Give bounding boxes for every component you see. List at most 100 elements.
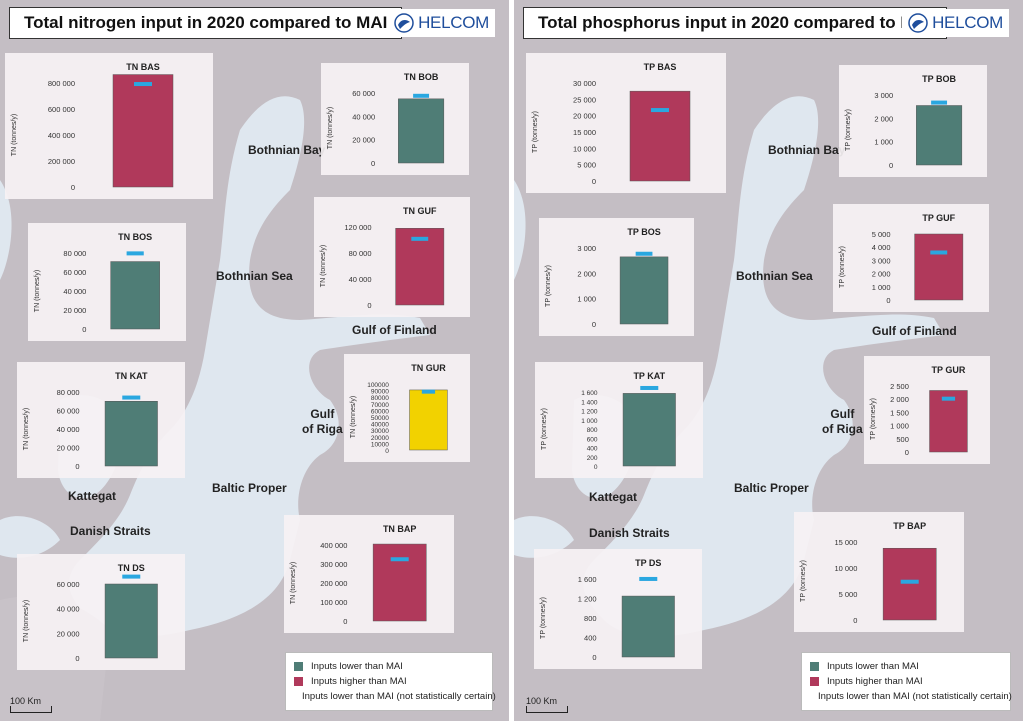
data-bar xyxy=(629,90,691,182)
data-bar xyxy=(110,261,160,330)
y-tick-label: 0 xyxy=(592,653,596,662)
y-tick-label: 400 xyxy=(587,446,598,453)
chart-title: TP BAS xyxy=(644,62,677,72)
y-tick-label: 40000 xyxy=(371,422,389,429)
label-kattegat: Kattegat xyxy=(68,489,117,503)
y-tick-label: 200 xyxy=(587,455,598,462)
y-tick-label: 20000 xyxy=(371,435,389,442)
y-tick-label: 40 000 xyxy=(57,425,80,434)
data-bar xyxy=(398,98,445,164)
nitrogen-map-panel: Total nitrogen input in 2020 compared to… xyxy=(0,0,509,721)
y-tick-label: 60000 xyxy=(371,408,389,415)
y-axis-label: TP (tonnes/y) xyxy=(870,398,877,440)
y-tick-label: 0 xyxy=(371,159,375,168)
y-tick-label: 30000 xyxy=(371,428,389,435)
y-tick-label: 0 xyxy=(889,161,893,170)
label-bothnian-sea: Bothnian Sea xyxy=(216,269,293,283)
helcom-emblem-icon xyxy=(394,13,414,33)
y-tick-label: 60 000 xyxy=(352,89,375,98)
y-tick-label: 20 000 xyxy=(63,306,86,315)
chart-title: TN DS xyxy=(118,563,145,573)
y-tick-label: 5 000 xyxy=(872,230,891,239)
y-axis-label: TN (tonnes/y) xyxy=(290,562,297,604)
y-axis-label: TP (tonnes/y) xyxy=(540,597,547,639)
y-tick-label: 1 000 xyxy=(872,283,891,292)
y-tick-label: 90000 xyxy=(371,389,389,396)
mai-marker xyxy=(413,93,430,98)
scale-bar: 100 Km xyxy=(10,696,52,713)
legend-item-higher: Inputs higher than MAI xyxy=(810,674,1002,689)
data-bar xyxy=(882,547,937,621)
label-gulf-of-finland: Gulf of Finland xyxy=(352,323,437,337)
y-tick-label: 5 000 xyxy=(577,161,596,170)
y-tick-label: 2 500 xyxy=(890,382,909,391)
y-tick-label: 0 xyxy=(592,177,596,186)
y-tick-label: 0 xyxy=(367,301,371,310)
helcom-emblem-icon xyxy=(908,13,928,33)
y-tick-label: 120 000 xyxy=(344,223,371,232)
data-bar xyxy=(104,583,158,659)
chart-tn-bas: TN BAS 0 200 000 400 000 600 000 800 000 TN (t… xyxy=(5,53,213,199)
label-danish-straits: Danish Straits xyxy=(589,526,670,540)
chart-title: TP DS xyxy=(635,558,661,568)
y-tick-label: 3 000 xyxy=(577,244,596,253)
y-axis-label: TP (tonnes/y) xyxy=(532,111,539,153)
data-bar xyxy=(929,390,968,453)
y-tick-label: 1 000 xyxy=(874,138,893,147)
chart-title: TN BOS xyxy=(118,232,152,242)
y-axis-label: TP (tonnes/y) xyxy=(839,246,846,288)
y-tick-label: 100 000 xyxy=(320,598,347,607)
data-bar xyxy=(395,228,445,306)
y-tick-label: 0 xyxy=(853,616,857,625)
legend-swatch-lower xyxy=(810,662,819,671)
y-axis-label: TN (tonnes/y) xyxy=(23,600,30,642)
y-tick-label: 1 200 xyxy=(581,409,598,416)
y-tick-label: 40 000 xyxy=(63,287,86,296)
chart-tn-bap: TN BAP 0 100 000 200 000 300 000 400 000 TN (t… xyxy=(284,515,454,633)
y-tick-label: 20 000 xyxy=(573,112,596,121)
logo-text: HELCOM xyxy=(418,13,489,32)
chart-title: TN BAP xyxy=(383,524,417,534)
y-tick-label: 1 000 xyxy=(890,422,909,431)
y-tick-label: 50000 xyxy=(371,415,389,422)
legend-item-lower: Inputs lower than MAI xyxy=(810,659,1002,674)
legend: Inputs lower than MAI Inputs higher than… xyxy=(801,652,1012,711)
y-tick-label: 2 000 xyxy=(577,269,596,278)
mai-marker xyxy=(900,579,919,584)
data-bar xyxy=(916,105,963,166)
y-tick-label: 0 xyxy=(71,183,75,192)
chart-title: TN BAS xyxy=(126,62,160,72)
y-tick-label: 0 xyxy=(82,325,86,334)
y-tick-label: 800 xyxy=(584,614,597,623)
mai-marker xyxy=(930,250,948,255)
data-bar xyxy=(914,233,964,301)
mai-marker xyxy=(421,389,436,394)
y-tick-label: 1 200 xyxy=(578,595,597,604)
mai-marker xyxy=(122,395,141,400)
y-tick-label: 15 000 xyxy=(834,538,857,547)
mai-marker xyxy=(411,236,429,241)
y-tick-label: 1 000 xyxy=(577,295,596,304)
y-tick-label: 4 000 xyxy=(872,243,891,252)
label-kattegat: Kattegat xyxy=(589,490,638,504)
y-tick-label: 10 000 xyxy=(834,564,857,573)
label-gulf-of-riga: Gulf of Riga xyxy=(822,407,863,436)
y-tick-label: 20 000 xyxy=(57,444,80,453)
chart-title: TN GUF xyxy=(403,206,437,216)
chart-title: TP GUR xyxy=(932,365,966,375)
chart-title: TP KAT xyxy=(633,371,665,381)
y-axis-label: TN (tonnes/y) xyxy=(11,114,18,156)
legend-item-uncertain: Inputs lower than MAI (not statistically… xyxy=(302,691,496,702)
helcom-logo: HELCOM xyxy=(388,9,495,37)
y-tick-label: 1 600 xyxy=(578,575,597,584)
legend-item-lower: Inputs lower than MAI xyxy=(294,659,484,674)
chart-tn-ds: TN DS 0 20 000 40 000 60 000 TN (tonnes/y) xyxy=(17,554,185,670)
y-tick-label: 80 000 xyxy=(57,388,80,397)
y-tick-label: 200 000 xyxy=(320,579,347,588)
y-tick-label: 1 600 xyxy=(581,390,598,397)
y-tick-label: 2 000 xyxy=(874,114,893,123)
data-bar xyxy=(619,256,669,325)
y-tick-label: 1 000 xyxy=(581,418,598,425)
y-axis-label: TN (tonnes/y) xyxy=(327,107,334,149)
chart-tp-bap: TP BAP 0 5 000 10 000 15 000 TP (tonnes/y) xyxy=(794,512,964,632)
